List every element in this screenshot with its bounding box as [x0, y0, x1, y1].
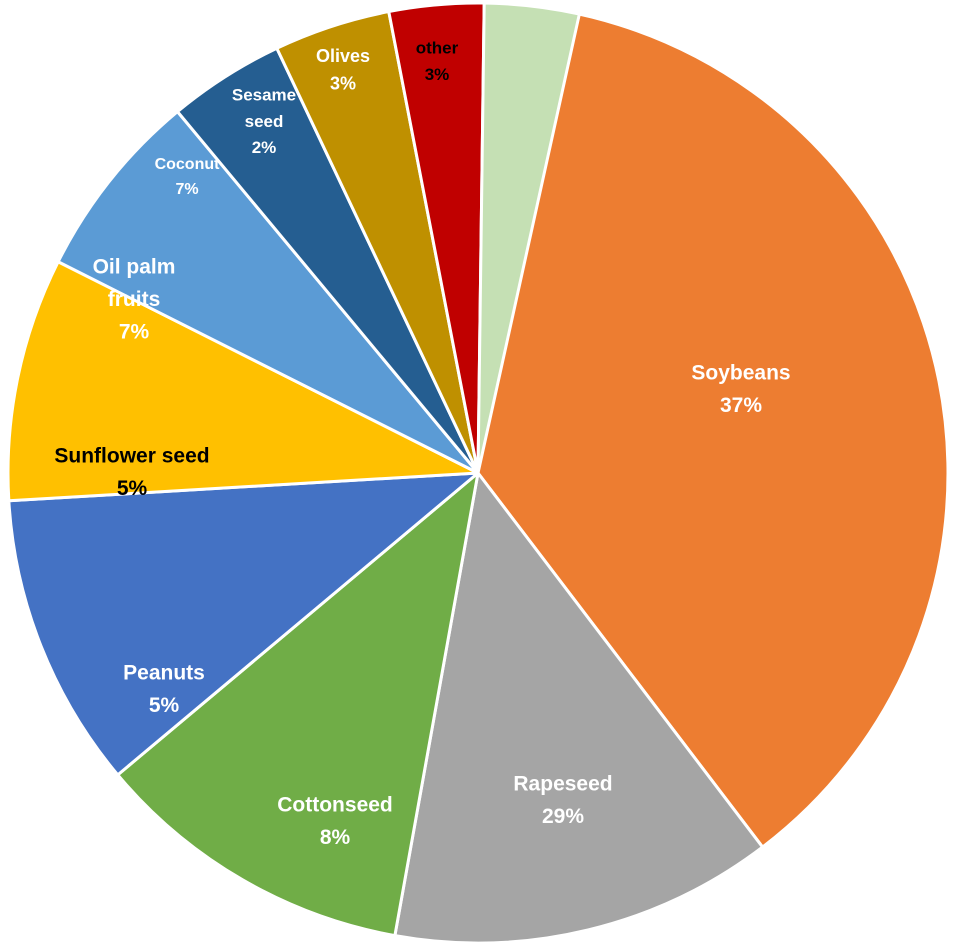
- slice-name: Coconut: [155, 156, 221, 173]
- slice-percent: 37%: [720, 394, 762, 417]
- slice-name: seed: [245, 112, 284, 131]
- slice-soybeans: [476, 1, 950, 849]
- slice-sunflower-seed: [6, 260, 480, 503]
- label-oil-palm-fruits: Oil palm fruits 7%: [93, 256, 176, 344]
- slice-percent: 5%: [149, 694, 180, 717]
- pie-labels: Soybeans 37% Rapeseed 29% Cottonseed 8% Peanut…: [54, 38, 790, 849]
- slice-rapeseed: [393, 471, 765, 945]
- slice-percent: 3%: [425, 65, 450, 84]
- slice-percent: 29%: [542, 805, 584, 828]
- slice-oil-palm-fruits: [56, 110, 480, 475]
- label-rapeseed: Rapeseed 29%: [513, 773, 612, 829]
- slice-cottonseed: [116, 471, 480, 938]
- slice-name: Cottonseed: [277, 794, 393, 817]
- slice-percent: 3%: [330, 74, 356, 94]
- label-coconut: Coconut 7%: [155, 156, 221, 198]
- slice-name: Olives: [316, 46, 370, 66]
- label-soybeans: Soybeans 37%: [691, 362, 790, 418]
- slice-percent: 7%: [175, 181, 198, 198]
- slice-percent: 5%: [117, 477, 148, 500]
- slice-peanuts: [7, 471, 480, 777]
- slice-percent: 7%: [119, 321, 150, 344]
- slice-name: other: [416, 38, 459, 57]
- slice-other: [476, 1, 581, 475]
- label-sunflower-seed: Sunflower seed 5%: [54, 445, 209, 501]
- label-cottonseed: Cottonseed 8%: [277, 794, 393, 850]
- label-olives: Olives 3%: [316, 46, 370, 94]
- slice-percent: 2%: [252, 138, 277, 157]
- slice-name: Sunflower seed: [54, 445, 209, 468]
- slice-name: Rapeseed: [513, 773, 612, 796]
- slice-name: fruits: [108, 288, 161, 311]
- label-peanuts: Peanuts 5%: [123, 662, 205, 718]
- pie-slices: [6, 1, 950, 945]
- slice-name: Oil palm: [93, 256, 176, 279]
- slice-name: Sesame: [232, 85, 296, 104]
- slice-name: Soybeans: [691, 362, 790, 385]
- label-other: other 3%: [416, 38, 459, 83]
- label-sesame-seed: Sesame seed 2%: [232, 85, 296, 157]
- slice-percent: 8%: [320, 826, 351, 849]
- slice-name: Peanuts: [123, 662, 205, 685]
